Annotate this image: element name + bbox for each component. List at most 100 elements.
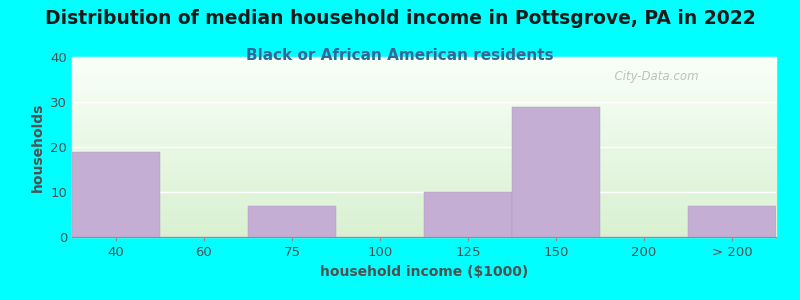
Bar (72, 143, 776, 144)
Bar (72, 118, 776, 119)
Bar (72, 175, 776, 176)
Bar (72, 229, 776, 230)
Bar (72, 203, 776, 204)
Bar (72, 137, 776, 138)
Bar (72, 89, 776, 90)
Bar (72, 71, 776, 72)
Bar (72, 109, 776, 110)
Bar (72, 140, 776, 141)
Text: Distribution of median household income in Pottsgrove, PA in 2022: Distribution of median household income … (45, 9, 755, 28)
Bar (72, 79, 776, 80)
Bar (72, 192, 776, 193)
Bar (72, 198, 776, 199)
X-axis label: household income ($1000): household income ($1000) (320, 265, 528, 279)
Bar (72, 235, 776, 236)
Bar (72, 166, 776, 167)
Bar (72, 60, 776, 61)
Bar (72, 115, 776, 116)
Bar (72, 201, 776, 202)
Text: City-Data.com: City-Data.com (607, 70, 698, 83)
Bar (72, 131, 776, 132)
Bar (72, 213, 776, 214)
Bar (72, 100, 776, 101)
Bar (72, 128, 776, 129)
Bar (72, 236, 776, 237)
Bar (72, 224, 776, 225)
Bar (72, 62, 776, 63)
Bar (72, 149, 776, 150)
Bar (72, 133, 776, 134)
Bar (72, 178, 776, 179)
Bar (72, 196, 776, 197)
Bar (72, 146, 776, 147)
Bar (72, 94, 776, 95)
Bar (72, 211, 776, 212)
Bar (72, 188, 776, 189)
Bar (72, 204, 776, 205)
Bar (72, 142, 776, 143)
Bar (72, 61, 776, 62)
Bar (72, 148, 776, 149)
Bar (72, 153, 776, 154)
Bar (72, 232, 776, 233)
Bar (72, 98, 776, 99)
Bar (72, 68, 776, 69)
Bar (72, 171, 776, 172)
Bar (72, 169, 776, 170)
Bar (72, 66, 776, 67)
Bar (72, 93, 776, 94)
Bar (72, 214, 776, 215)
Bar (72, 139, 776, 140)
Bar (72, 173, 776, 174)
Bar (72, 234, 776, 235)
Bar (72, 231, 776, 232)
Bar (72, 111, 776, 112)
Bar (72, 76, 776, 77)
Bar (72, 174, 776, 175)
Bar (72, 106, 776, 107)
Bar (72, 183, 776, 184)
Bar (72, 228, 776, 229)
Bar (72, 199, 776, 200)
Bar (72, 208, 776, 209)
Bar (72, 210, 776, 211)
Bar (72, 147, 776, 148)
Bar (72, 113, 776, 114)
Bar (72, 105, 776, 106)
Bar (72, 127, 776, 128)
Bar (72, 152, 776, 153)
Bar (72, 97, 776, 98)
Bar (72, 120, 776, 121)
Bar (72, 119, 776, 120)
Bar (72, 84, 776, 85)
Bar (72, 92, 776, 93)
Bar (72, 158, 776, 159)
Text: Black or African American residents: Black or African American residents (246, 48, 554, 63)
Bar (72, 165, 776, 166)
Bar (72, 96, 776, 97)
Bar (72, 103, 776, 104)
Bar (72, 151, 776, 152)
Bar (72, 172, 776, 173)
Bar (72, 75, 776, 76)
Bar (72, 181, 776, 182)
Bar (72, 177, 776, 178)
Bar (72, 78, 776, 79)
Bar (72, 212, 776, 213)
Bar (72, 88, 776, 89)
Bar (72, 160, 776, 161)
Bar (72, 135, 776, 136)
Bar (72, 187, 776, 188)
Bar (72, 69, 776, 70)
Bar (72, 95, 776, 96)
Bar (72, 57, 776, 58)
Bar (72, 126, 776, 127)
Bar (72, 83, 776, 84)
Bar (72, 99, 776, 100)
Bar (72, 222, 776, 223)
Bar (72, 169, 776, 170)
Bar (72, 91, 776, 92)
Bar (424, 192, 512, 237)
Bar (72, 168, 776, 169)
Bar (72, 114, 776, 115)
